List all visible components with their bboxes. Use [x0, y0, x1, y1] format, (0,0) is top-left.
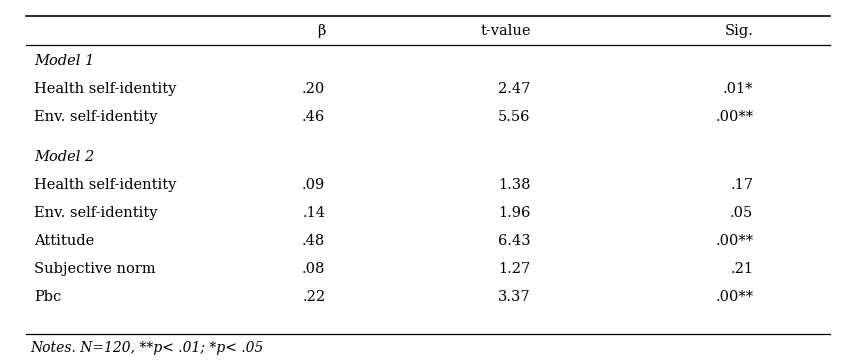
- Text: 1.38: 1.38: [498, 178, 531, 192]
- Text: Env. self-identity: Env. self-identity: [34, 111, 158, 124]
- Text: t-value: t-value: [480, 24, 531, 37]
- Text: 2.47: 2.47: [498, 82, 531, 96]
- Text: .20: .20: [302, 82, 325, 96]
- Text: .17: .17: [730, 178, 753, 192]
- Text: .00**: .00**: [715, 290, 753, 304]
- Text: .48: .48: [302, 234, 325, 248]
- Text: Sig.: Sig.: [724, 24, 753, 37]
- Text: Model 2: Model 2: [34, 150, 94, 163]
- Text: .00**: .00**: [715, 234, 753, 248]
- Text: .14: .14: [302, 206, 325, 220]
- Text: .22: .22: [302, 290, 325, 304]
- Text: .00**: .00**: [715, 111, 753, 124]
- Text: 6.43: 6.43: [498, 234, 531, 248]
- Text: Notes. N=120, **p< .01; *p< .05: Notes. N=120, **p< .01; *p< .05: [30, 342, 264, 355]
- Text: .46: .46: [302, 111, 325, 124]
- Text: Attitude: Attitude: [34, 234, 94, 248]
- Text: Health self-identity: Health self-identity: [34, 178, 176, 192]
- Text: .05: .05: [730, 206, 753, 220]
- Text: .08: .08: [302, 262, 325, 276]
- Text: .01*: .01*: [722, 82, 753, 96]
- Text: 1.96: 1.96: [498, 206, 531, 220]
- Text: Model 1: Model 1: [34, 54, 94, 68]
- Text: Pbc: Pbc: [34, 290, 62, 304]
- Text: Health self-identity: Health self-identity: [34, 82, 176, 96]
- Text: .09: .09: [302, 178, 325, 192]
- Text: .21: .21: [730, 262, 753, 276]
- Text: Subjective norm: Subjective norm: [34, 262, 156, 276]
- Text: 1.27: 1.27: [498, 262, 531, 276]
- Text: β: β: [317, 24, 325, 37]
- Text: 5.56: 5.56: [498, 111, 531, 124]
- Text: 3.37: 3.37: [498, 290, 531, 304]
- Text: Env. self-identity: Env. self-identity: [34, 206, 158, 220]
